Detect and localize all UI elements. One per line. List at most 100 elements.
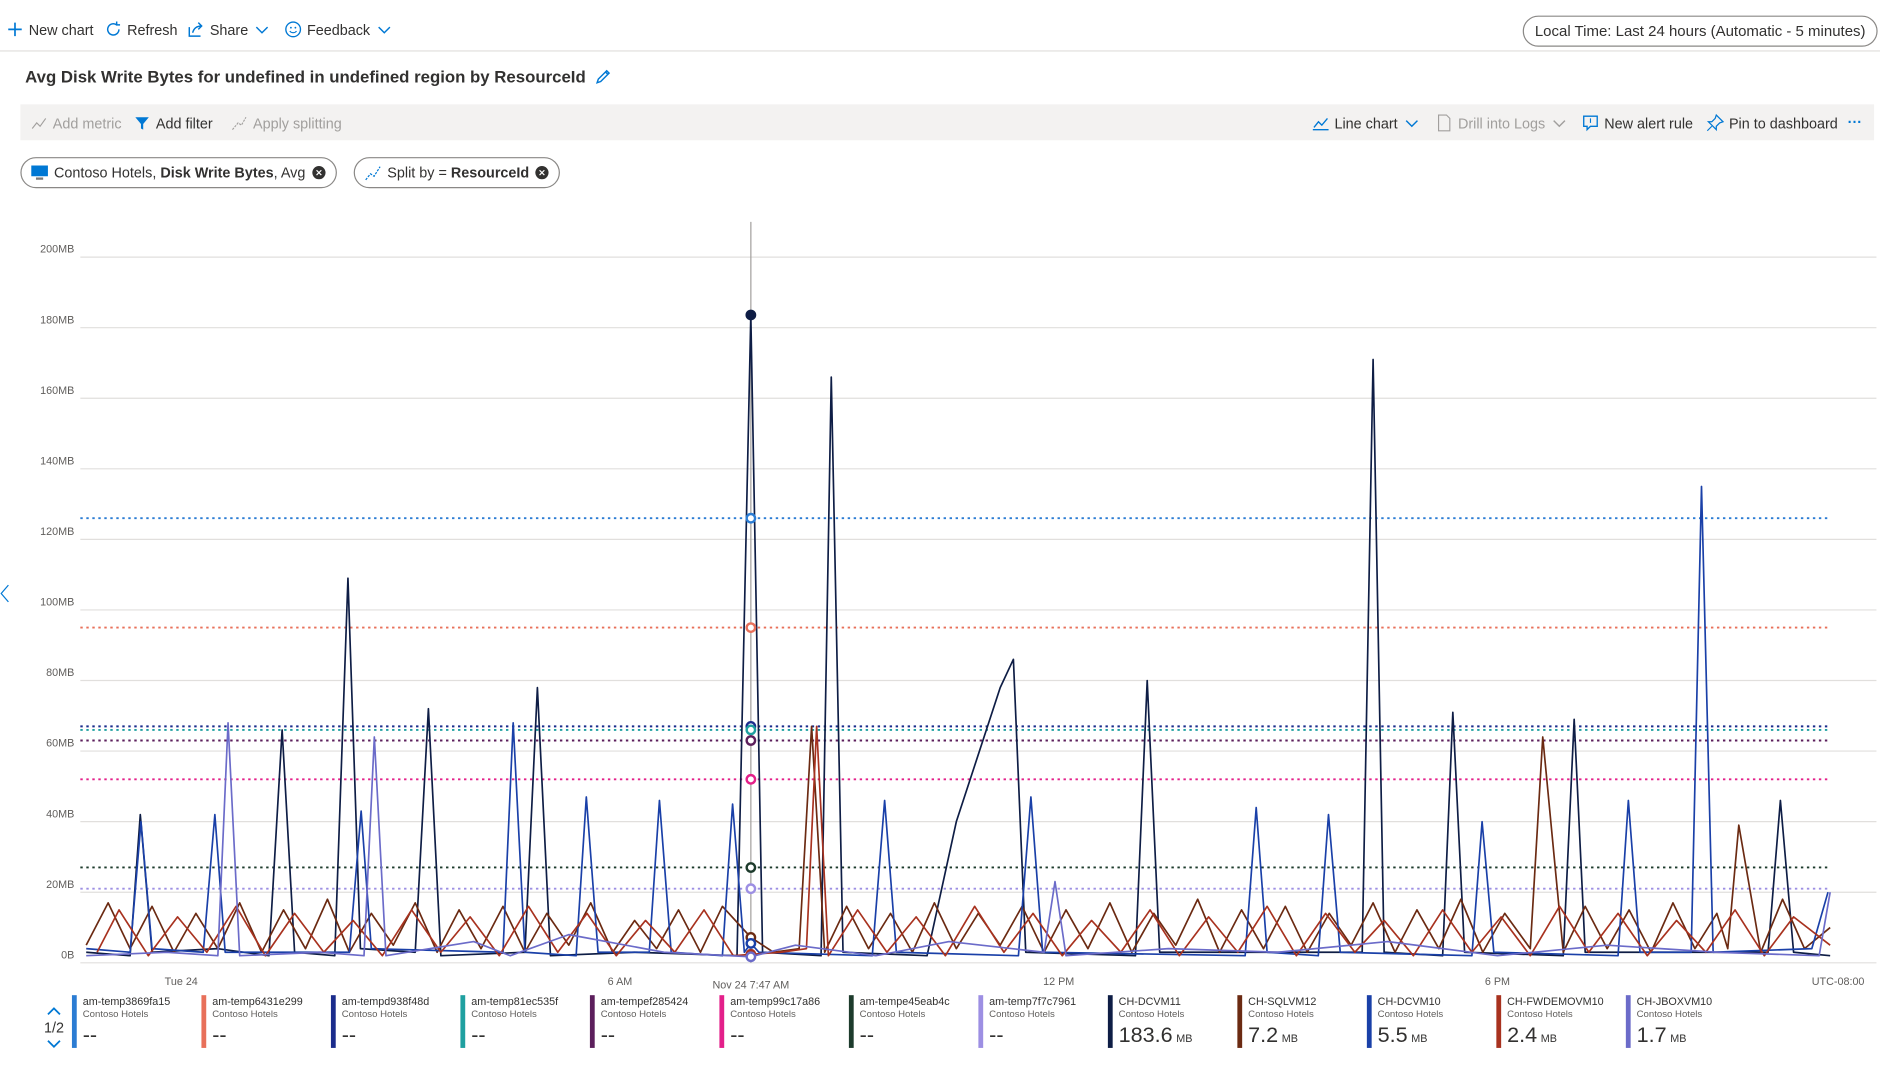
y-tick-label: 160MB: [40, 385, 74, 397]
legend-item[interactable]: CH-JBOXVM10 Contoso Hotels 1.7 MB: [1625, 995, 1755, 1050]
split-pill[interactable]: Split by = ResourceId: [353, 157, 561, 189]
series-line: [96, 725, 1831, 957]
legend-item[interactable]: am-tempe45eab4c Contoso Hotels --: [848, 995, 978, 1050]
legend-item[interactable]: am-tempef285424 Contoso Hotels --: [589, 995, 719, 1050]
legend-item[interactable]: am-temp81ec535f Contoso Hotels --: [460, 995, 589, 1050]
legend-text: am-temp81ec535f Contoso Hotels --: [471, 995, 558, 1050]
label: Apply splitting: [252, 114, 342, 132]
series-value: 1.7 MB: [1636, 1022, 1687, 1047]
legend-text: CH-SQLVM12 Contoso Hotels 7.2 MB: [1248, 995, 1316, 1050]
legend-text: CH-DCVM10 Contoso Hotels 5.5 MB: [1378, 995, 1444, 1050]
label: Line chart: [1334, 114, 1398, 132]
dimension: ResourceId: [450, 164, 530, 182]
series-name: am-temp6431e299: [212, 995, 303, 1008]
remove-icon[interactable]: [535, 165, 550, 180]
legend-text: CH-DCVM11 Contoso Hotels 183.6 MB: [1119, 995, 1193, 1050]
series-line: [86, 314, 1831, 957]
remove-icon[interactable]: [311, 165, 326, 180]
legend-item[interactable]: am-temp99c17a86 Contoso Hotels --: [719, 995, 848, 1050]
series-resource: Contoso Hotels: [600, 1008, 667, 1020]
series-name: am-tempef285424: [600, 995, 689, 1008]
series-resource: Contoso Hotels: [859, 1008, 926, 1020]
series-value: 7.2 MB: [1248, 1022, 1298, 1047]
series-value: 2.4 MB: [1507, 1022, 1557, 1047]
aggregation: , Avg: [273, 164, 306, 182]
toolbar: New chart Refresh Share Feedback Local T…: [0, 0, 1880, 52]
edit-icon: [595, 69, 610, 84]
label: Pin to dashboard: [1728, 114, 1838, 132]
legend-pager: 1/2: [41, 1002, 67, 1052]
legend-item[interactable]: am-temp7f7c7961 Contoso Hotels --: [978, 995, 1107, 1050]
legend-text: am-tempd938f48d Contoso Hotels --: [342, 995, 430, 1050]
feedback-button[interactable]: Feedback: [284, 20, 393, 38]
crosshair-marker: [745, 724, 757, 736]
label: Feedback: [306, 20, 371, 38]
label: New chart: [28, 20, 94, 38]
series-resource: Contoso Hotels: [730, 1008, 796, 1020]
legend-item[interactable]: CH-FWDEMOVM10 Contoso Hotels 2.4 MB: [1496, 995, 1625, 1050]
legend-swatch: [71, 995, 77, 1048]
x-tick-label: 6 AM: [608, 976, 633, 988]
series-line: [86, 485, 1829, 957]
series-value: --: [600, 1022, 616, 1047]
series-resource: Contoso Hotels: [341, 1008, 408, 1020]
legend-item[interactable]: am-temp6431e299 Contoso Hotels --: [201, 995, 330, 1050]
legend-item[interactable]: am-temp3869fa15 Contoso Hotels --: [71, 995, 201, 1050]
x-tick-label: 12 PM: [1043, 976, 1074, 988]
chart-title[interactable]: Avg Disk Write Bytes for undefined in un…: [25, 67, 612, 86]
new-alert-rule[interactable]: New alert rule: [1581, 114, 1693, 132]
series-value: 5.5 MB: [1377, 1022, 1428, 1047]
refresh-button[interactable]: Refresh: [104, 20, 177, 38]
legend-text: am-temp6431e299 Contoso Hotels --: [212, 995, 303, 1050]
label: Refresh: [127, 20, 178, 38]
command-bar: Add metric Add filter Apply splitting Li…: [20, 104, 1875, 141]
x-tick-label: Tue 24: [165, 976, 198, 988]
legend-item[interactable]: CH-DCVM11 Contoso Hotels 183.6 MB: [1107, 995, 1237, 1050]
series-resource: Contoso Hotels: [989, 1008, 1055, 1020]
y-tick-label: 80MB: [46, 667, 74, 679]
series-value: --: [82, 1022, 98, 1047]
series-resource: Contoso Hotels: [1377, 1008, 1444, 1020]
series-value: --: [212, 1022, 227, 1047]
series-name: am-temp81ec535f: [471, 995, 559, 1008]
legend-item[interactable]: am-tempd938f48d Contoso Hotels --: [330, 995, 460, 1050]
series-unit: MB: [1176, 1032, 1193, 1045]
metric: Disk Write Bytes: [160, 164, 274, 182]
apply-splitting: Apply splitting: [230, 114, 342, 132]
legend-text: CH-JBOXVM10 Contoso Hotels 1.7 MB: [1637, 995, 1713, 1050]
legend-item[interactable]: CH-SQLVM12 Contoso Hotels 7.2 MB: [1237, 995, 1366, 1050]
legend-swatch: [978, 995, 984, 1048]
time-range-picker[interactable]: Local Time: Last 24 hours (Automatic - 5…: [1522, 15, 1878, 47]
series-value: 183.6 MB: [1118, 1022, 1193, 1047]
crosshair-marker: [745, 622, 757, 633]
legend-item[interactable]: CH-DCVM10 Contoso Hotels 5.5 MB: [1366, 995, 1496, 1050]
new-chart-button[interactable]: New chart: [6, 20, 94, 38]
legend-text: CH-FWDEMOVM10 Contoso Hotels 2.4 MB: [1507, 995, 1604, 1050]
legend-swatch: [330, 995, 336, 1048]
y-tick-label: 100MB: [40, 597, 74, 609]
series-value: --: [341, 1022, 357, 1047]
page-up[interactable]: [47, 1006, 61, 1016]
series-value: --: [859, 1022, 875, 1047]
label: Drill into Logs: [1457, 114, 1546, 132]
share-button[interactable]: Share: [187, 20, 271, 38]
crosshair-marker: [745, 951, 757, 963]
series-group: [80, 314, 1831, 958]
series-resource: Contoso Hotels: [1118, 1008, 1185, 1020]
series-line: [86, 722, 1831, 958]
metric-pill[interactable]: Contoso Hotels, Disk Write Bytes, Avg: [20, 157, 337, 189]
legend: am-temp3869fa15 Contoso Hotels -- am-temp64…: [71, 995, 1755, 1055]
series-unit: MB: [1540, 1032, 1557, 1045]
series-unit: MB: [1281, 1032, 1298, 1045]
collapse-arrow[interactable]: [0, 584, 10, 603]
legend-text: am-temp7f7c7961 Contoso Hotels --: [989, 995, 1076, 1050]
legend-text: am-temp99c17a86 Contoso Hotels --: [730, 995, 820, 1050]
legend-swatch: [201, 995, 207, 1048]
pin-to-dashboard[interactable]: Pin to dashboard: [1706, 113, 1838, 132]
page-down[interactable]: [47, 1040, 61, 1050]
line-chart-picker[interactable]: Line chart: [1312, 114, 1421, 132]
label: Add metric: [52, 114, 122, 132]
more-button[interactable]: ···: [1847, 113, 1863, 131]
add-filter[interactable]: Add filter: [133, 114, 213, 132]
